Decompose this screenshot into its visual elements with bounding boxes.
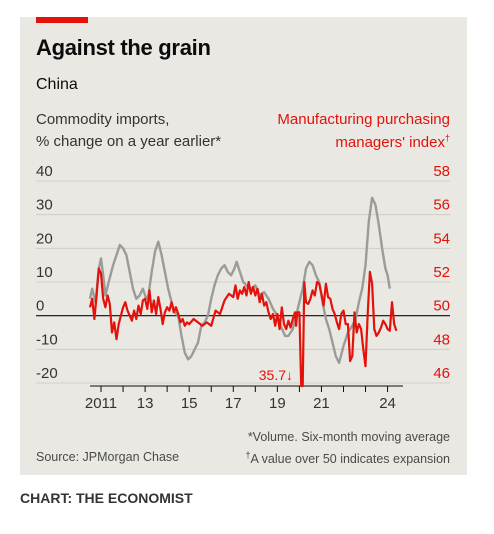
left-tick-label: 30: [36, 197, 53, 214]
left-axis-label-line2: % change on a year earlier*: [36, 133, 222, 150]
series-line-pmi: [88, 267, 398, 388]
annotation-label: 35.7↓: [259, 367, 293, 383]
chart-title: Against the grain: [36, 35, 211, 60]
right-tick-label: 56: [433, 197, 450, 214]
x-tick-label: 21: [313, 395, 330, 412]
x-tick-label: 19: [269, 395, 286, 412]
left-tick-label: 40: [36, 163, 53, 180]
right-tick-label: 54: [433, 230, 450, 247]
left-tick-label: 10: [36, 264, 53, 281]
dagger-mark: †: [444, 133, 450, 143]
x-tick-label: 2011: [85, 395, 117, 412]
right-tick-label: 48: [433, 331, 450, 348]
footnote-expansion-text: A value over 50 indicates expansion: [250, 452, 450, 467]
right-axis-label-line2: managers' index†: [335, 133, 450, 151]
source-text: Source: JPMorgan Chase: [36, 450, 180, 464]
brand-red-bar: [36, 17, 88, 23]
right-axis-label-text: managers' index: [335, 134, 445, 151]
series-line-commodity-imports: [88, 196, 391, 364]
x-tick-label: 15: [181, 395, 198, 412]
chart-subtitle: China: [36, 76, 78, 93]
footnote-expansion: †A value over 50 indicates expansion: [246, 450, 450, 466]
right-tick-label: 46: [433, 365, 450, 382]
chart-credit: CHART: THE ECONOMIST: [20, 490, 193, 506]
x-tick-label: 13: [137, 395, 154, 412]
footnote-dagger: †: [245, 450, 251, 460]
x-tick-label: 17: [225, 395, 242, 412]
right-axis-label-line1: Manufacturing purchasing: [277, 111, 450, 128]
right-tick-label: 52: [433, 264, 450, 281]
left-tick-label: -10: [36, 331, 58, 348]
right-tick-label: 58: [433, 163, 450, 180]
left-tick-label: -20: [36, 365, 58, 382]
left-tick-label: 0: [36, 298, 44, 315]
footnote-volume: *Volume. Six-month moving average: [247, 430, 450, 444]
left-axis-label-line1: Commodity imports,: [36, 111, 170, 128]
left-tick-label: 20: [36, 230, 53, 247]
x-tick-label: 24: [379, 395, 396, 412]
right-tick-label: 50: [433, 298, 450, 315]
chart-panel: [20, 17, 467, 475]
